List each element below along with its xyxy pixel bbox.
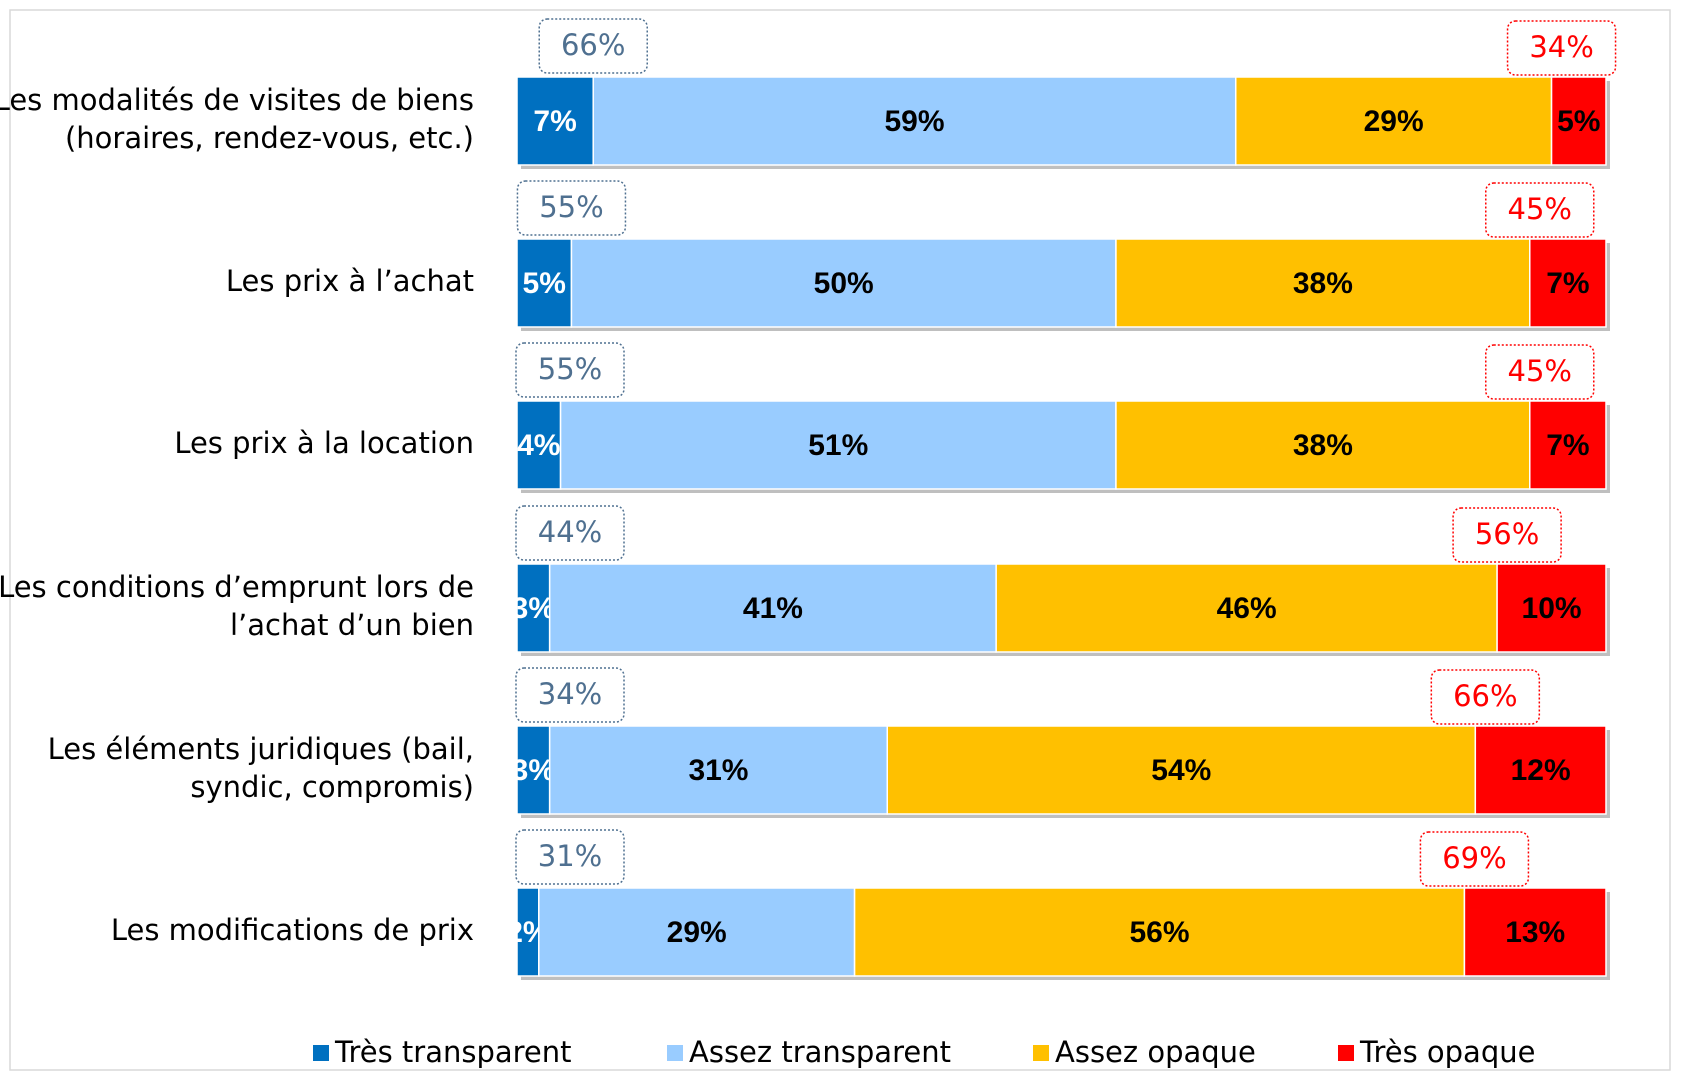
category-label: Les modalités de visites de biens (horair… — [0, 83, 474, 155]
total-label: 34% — [538, 677, 602, 711]
bar-segment — [1463, 887, 1607, 977]
total-label: 55% — [538, 352, 602, 386]
total-box — [1485, 344, 1595, 400]
category-line: Les éléments juridiques (bail, — [48, 732, 474, 766]
legend-label: Assez transparent — [689, 1035, 951, 1069]
bar-segment — [548, 563, 997, 653]
data-label: 5% — [523, 267, 566, 300]
bar-segment — [548, 725, 889, 815]
category-line: Les prix à la location — [174, 426, 474, 460]
frame — [9, 9, 1671, 1071]
legend-swatch — [313, 1045, 329, 1061]
bar-segment — [1529, 400, 1607, 490]
data-label: 46% — [1217, 592, 1277, 625]
data-label: 38% — [1293, 429, 1353, 462]
total-label: 55% — [539, 190, 603, 224]
data-label: 7% — [1546, 267, 1589, 300]
bar-segment — [516, 238, 573, 328]
bar-segment — [1115, 400, 1531, 490]
data-label: 13% — [1505, 916, 1565, 949]
total-box — [1506, 20, 1617, 76]
legend-swatch — [1338, 1045, 1354, 1061]
data-label: 7% — [533, 105, 576, 138]
bar-segment — [1474, 725, 1607, 815]
legend-label: Très opaque — [1359, 1035, 1535, 1069]
data-label: 3% — [512, 592, 555, 625]
total-label: 34% — [1529, 30, 1593, 64]
legend-label: Très transparent — [334, 1035, 572, 1069]
total-box — [1485, 182, 1595, 238]
category-label: Les modifications de prix — [111, 913, 474, 947]
bar-segment — [995, 563, 1498, 653]
bar-segment — [570, 238, 1117, 328]
category-label: Les prix à la location — [174, 426, 474, 460]
total-box — [515, 829, 625, 885]
total-label: 66% — [561, 28, 625, 62]
data-label: 29% — [667, 916, 727, 949]
bar-segment — [538, 887, 856, 977]
bar-segment — [886, 725, 1477, 815]
category-line: syndic, compromis) — [190, 770, 474, 804]
category-line: Les modifications de prix — [111, 913, 474, 947]
bar-segment — [1234, 76, 1553, 166]
category-line: Les modalités de visites de biens — [0, 83, 474, 117]
total-label: 45% — [1508, 192, 1572, 226]
total-label: 56% — [1475, 517, 1539, 551]
legend-swatch — [1033, 1045, 1049, 1061]
data-label: 31% — [688, 754, 748, 787]
bar-segment — [1115, 238, 1531, 328]
total-box — [515, 505, 625, 561]
data-label: 7% — [1546, 429, 1589, 462]
data-label: 54% — [1151, 754, 1211, 787]
data-label: 29% — [1364, 105, 1424, 138]
total-box — [1452, 507, 1562, 563]
total-box — [1430, 669, 1541, 725]
bar-segment — [516, 725, 551, 815]
data-label: 51% — [808, 429, 868, 462]
total-box — [538, 18, 648, 74]
data-label: 41% — [743, 592, 803, 625]
bar-segment — [516, 400, 562, 490]
data-label: 4% — [517, 429, 560, 462]
total-box — [1419, 831, 1530, 887]
data-label: 5% — [1557, 105, 1600, 138]
category-line: l’achat d’un bien — [230, 608, 474, 642]
total-box — [515, 667, 625, 723]
data-label: 56% — [1129, 916, 1189, 949]
category-line: Les conditions d’emprunt lors de — [0, 570, 474, 604]
data-label: 3% — [512, 754, 555, 787]
category-label: Les conditions d’emprunt lors de l’achat … — [0, 570, 474, 642]
category-line: Les prix à l’achat — [226, 264, 474, 298]
total-label: 45% — [1508, 354, 1572, 388]
data-label: 38% — [1293, 267, 1353, 300]
category-label: Les prix à l’achat — [226, 264, 474, 298]
legend-swatch — [667, 1045, 683, 1061]
bar-segment — [516, 563, 551, 653]
bar-segment — [1496, 563, 1607, 653]
total-label: 31% — [538, 839, 602, 873]
bar-segment — [1550, 76, 1607, 166]
bar-segment — [1529, 238, 1607, 328]
total-label: 69% — [1442, 841, 1506, 875]
bar-segment — [592, 76, 1237, 166]
bar-segment — [516, 76, 594, 166]
data-label: 10% — [1522, 592, 1582, 625]
legend-label: Assez opaque — [1055, 1035, 1256, 1069]
category-label: Les éléments juridiques (bail, syndic, co… — [48, 732, 474, 804]
category-line: (horaires, rendez-vous, etc.) — [65, 121, 474, 155]
bar-segment — [559, 400, 1117, 490]
total-label: 66% — [1453, 679, 1517, 713]
data-label: 12% — [1511, 754, 1571, 787]
total-label: 44% — [538, 515, 602, 549]
total-box — [515, 342, 625, 398]
total-box — [516, 180, 627, 236]
data-label: 50% — [814, 267, 874, 300]
bar-segment — [853, 887, 1466, 977]
data-label: 59% — [884, 105, 944, 138]
